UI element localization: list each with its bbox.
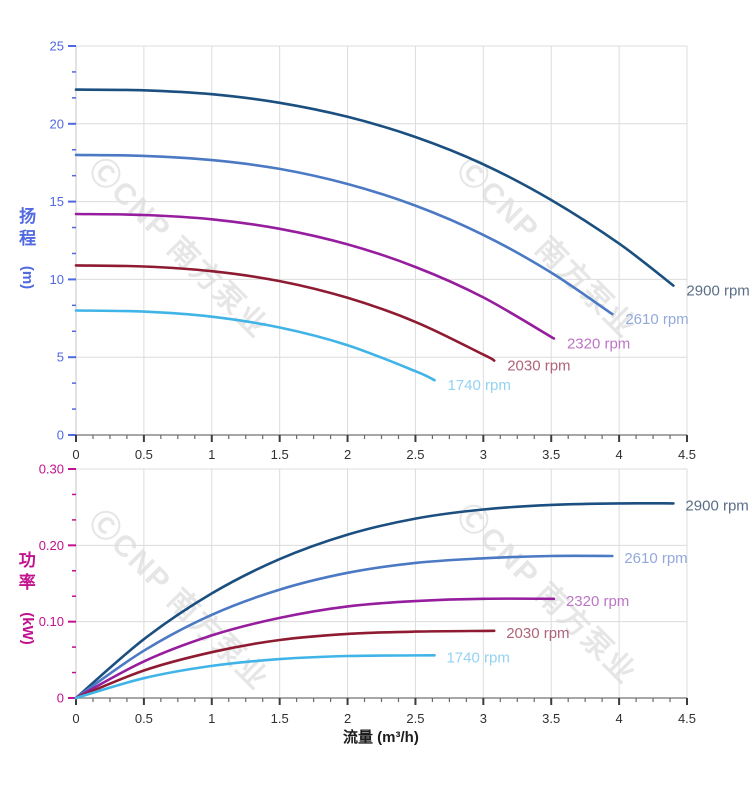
y-tick-label: 0.10 <box>39 614 64 629</box>
y-tick-label: 0.20 <box>39 538 64 553</box>
curve-2610-rpm <box>74 554 614 700</box>
head-y-axis-title-text: 扬程 <box>19 207 37 249</box>
head-y-axis-unit: (m) <box>19 266 37 290</box>
curve-1740-rpm <box>74 654 436 700</box>
rpm-label: 2030 rpm <box>506 625 569 642</box>
curve-1740-rpm <box>74 309 436 382</box>
y-tick-label: 0.30 <box>39 462 64 477</box>
x-tick-label: 0 <box>72 711 79 726</box>
power-y-axis-unit-wrap: (kW) <box>11 603 44 655</box>
x-tick-label: 2 <box>344 447 351 462</box>
curve-2030-rpm <box>74 264 496 362</box>
y-tick-label: 20 <box>50 116 64 131</box>
x-tick-label: 3.5 <box>542 711 560 726</box>
x-tick-label: 4 <box>615 711 622 726</box>
rpm-label: 2610 rpm <box>625 311 688 328</box>
x-tick-label: 2 <box>344 711 351 726</box>
x-tick-label: 0 <box>72 447 79 462</box>
power-y-axis-title-text: 功率 <box>18 551 36 593</box>
curve-2320-rpm <box>74 212 556 340</box>
x-tick-label: 4.5 <box>678 711 696 726</box>
x-tick-label: 0.5 <box>135 711 153 726</box>
curve-2900-rpm <box>74 501 675 700</box>
curve-2900-rpm <box>74 88 675 287</box>
head-y-axis-unit-wrap: (m) <box>16 259 39 297</box>
y-tick-label: 0 <box>57 691 64 706</box>
rpm-label: 2610 rpm <box>624 550 687 567</box>
curve-2320-rpm <box>74 597 556 700</box>
rpm-label: 1740 rpm <box>447 377 510 394</box>
y-tick-label: 15 <box>50 194 64 209</box>
x-tick-label: 1.5 <box>271 711 289 726</box>
head-y-axis-title: 扬程 (m) <box>16 206 39 297</box>
x-tick-label: 1 <box>208 711 215 726</box>
y-tick-label: 25 <box>50 39 64 54</box>
rpm-label: 2320 rpm <box>566 593 629 610</box>
x-tick-label: 1.5 <box>271 447 289 462</box>
rpm-label: 1740 rpm <box>446 649 509 666</box>
x-tick-label: 2.5 <box>406 711 424 726</box>
y-tick-label: 10 <box>50 272 64 287</box>
curve-2030-rpm <box>74 629 496 700</box>
rpm-label: 2900 rpm <box>685 497 748 514</box>
x-tick-label: 3.5 <box>542 447 560 462</box>
x-tick-label: 4.5 <box>678 447 696 462</box>
x-tick-label: 0.5 <box>135 447 153 462</box>
y-tick-label: 5 <box>57 350 64 365</box>
curve-2610-rpm <box>74 153 614 316</box>
power-y-axis-unit: (kW) <box>18 612 36 646</box>
rpm-label: 2030 rpm <box>507 358 570 375</box>
rpm-label: 2900 rpm <box>686 283 749 300</box>
x-tick-label: 3 <box>480 711 487 726</box>
power-y-axis-title: 功率 (kW) <box>11 550 44 655</box>
rpm-label: 2320 rpm <box>567 336 630 353</box>
x-axis-title: 流量 (m³/h) <box>343 729 419 746</box>
x-tick-label: 4 <box>615 447 622 462</box>
x-tick-label: 1 <box>208 447 215 462</box>
y-tick-label: 0 <box>57 428 64 443</box>
x-tick-label: 2.5 <box>406 447 424 462</box>
x-tick-label: 3 <box>480 447 487 462</box>
